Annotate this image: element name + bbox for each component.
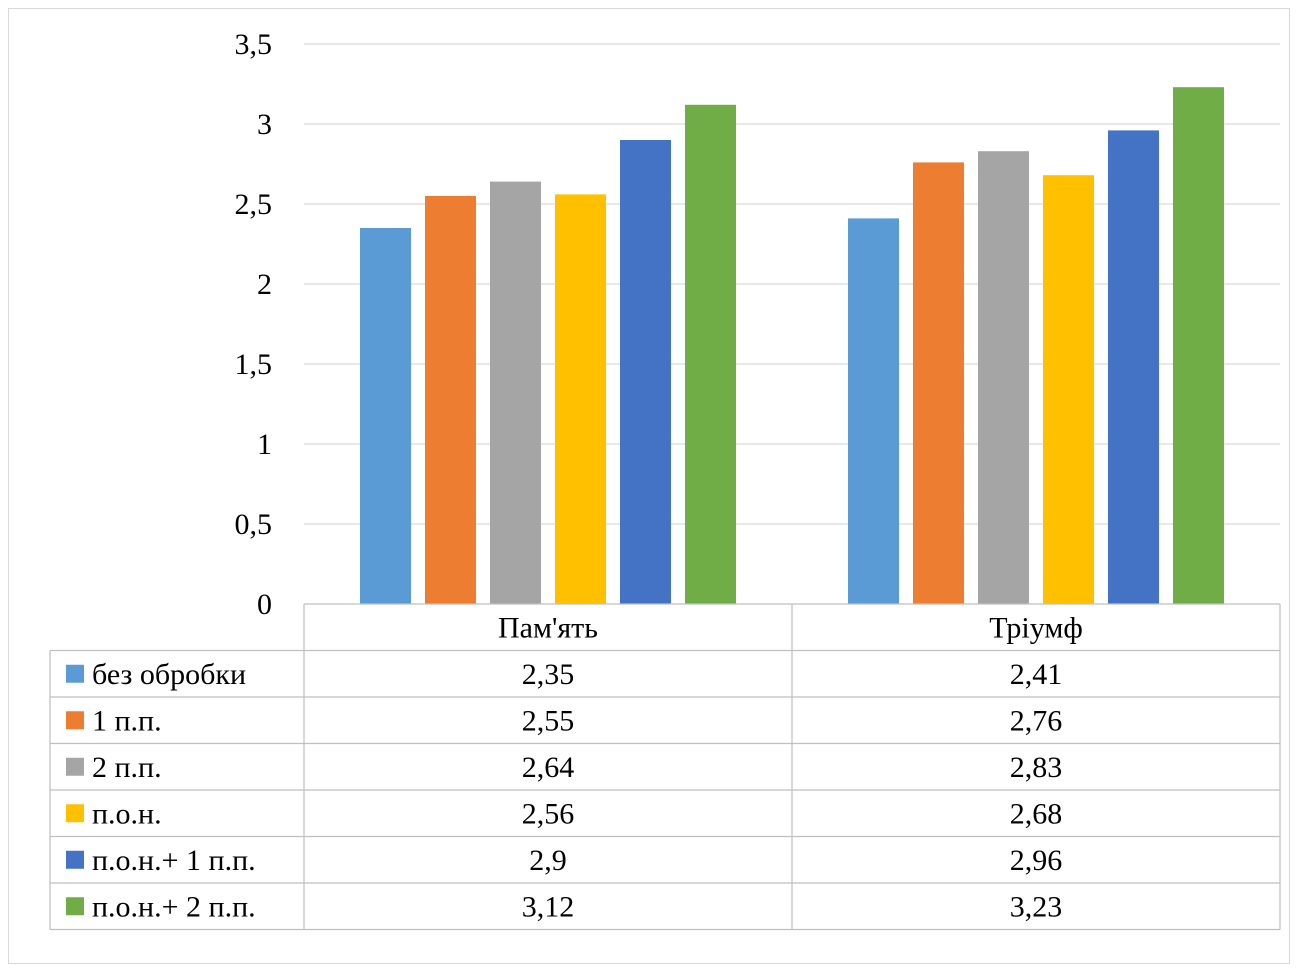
data-label: 2,76 <box>1010 704 1063 737</box>
data-label: 2,55 <box>522 704 575 737</box>
legend-label: без обробки <box>92 658 246 691</box>
bar <box>360 228 411 604</box>
data-label: 2,35 <box>522 658 575 691</box>
bar <box>1173 87 1224 604</box>
legend-key <box>66 757 84 776</box>
y-tick-label: 3,5 <box>235 28 273 61</box>
bar <box>913 162 964 604</box>
bar <box>425 196 476 604</box>
y-tick-label: 0 <box>257 588 272 621</box>
y-tick-label: 3 <box>257 108 272 141</box>
bar <box>848 218 899 604</box>
y-tick-label: 1 <box>257 428 272 461</box>
y-tick-label: 1,5 <box>235 348 273 381</box>
y-tick-label: 2 <box>257 268 272 301</box>
data-label: 2,56 <box>522 797 575 830</box>
legend-label: 2 п.п. <box>92 751 162 784</box>
y-tick-label: 2,5 <box>235 188 273 221</box>
data-label: 2,96 <box>1010 844 1063 877</box>
data-label: 2,9 <box>529 844 567 877</box>
category-label: Пам'ять <box>498 611 598 644</box>
bar <box>620 140 671 604</box>
category-label: Тріумф <box>989 611 1083 644</box>
legend-label: 1 п.п. <box>92 704 162 737</box>
bar <box>555 194 606 604</box>
data-label: 2,41 <box>1010 658 1063 691</box>
data-label: 2,64 <box>522 751 575 784</box>
data-label: 2,83 <box>1010 751 1063 784</box>
bar <box>1043 175 1094 604</box>
data-label: 2,68 <box>1010 797 1063 830</box>
legend-key <box>66 850 84 869</box>
bar <box>978 151 1029 604</box>
legend-key <box>66 897 84 916</box>
legend-label: п.о.н. <box>92 797 162 830</box>
y-tick-label: 0,5 <box>235 508 273 541</box>
bar <box>490 181 541 604</box>
legend-label: п.о.н.+ 1 п.п. <box>92 844 256 877</box>
legend-key <box>66 664 84 683</box>
data-label: 3,23 <box>1010 890 1063 923</box>
bar <box>685 104 736 605</box>
legend-label: п.о.н.+ 2 п.п. <box>92 890 256 923</box>
legend-key <box>66 804 84 823</box>
bar <box>1108 130 1159 604</box>
legend-key <box>66 711 84 730</box>
data-label: 3,12 <box>522 890 575 923</box>
